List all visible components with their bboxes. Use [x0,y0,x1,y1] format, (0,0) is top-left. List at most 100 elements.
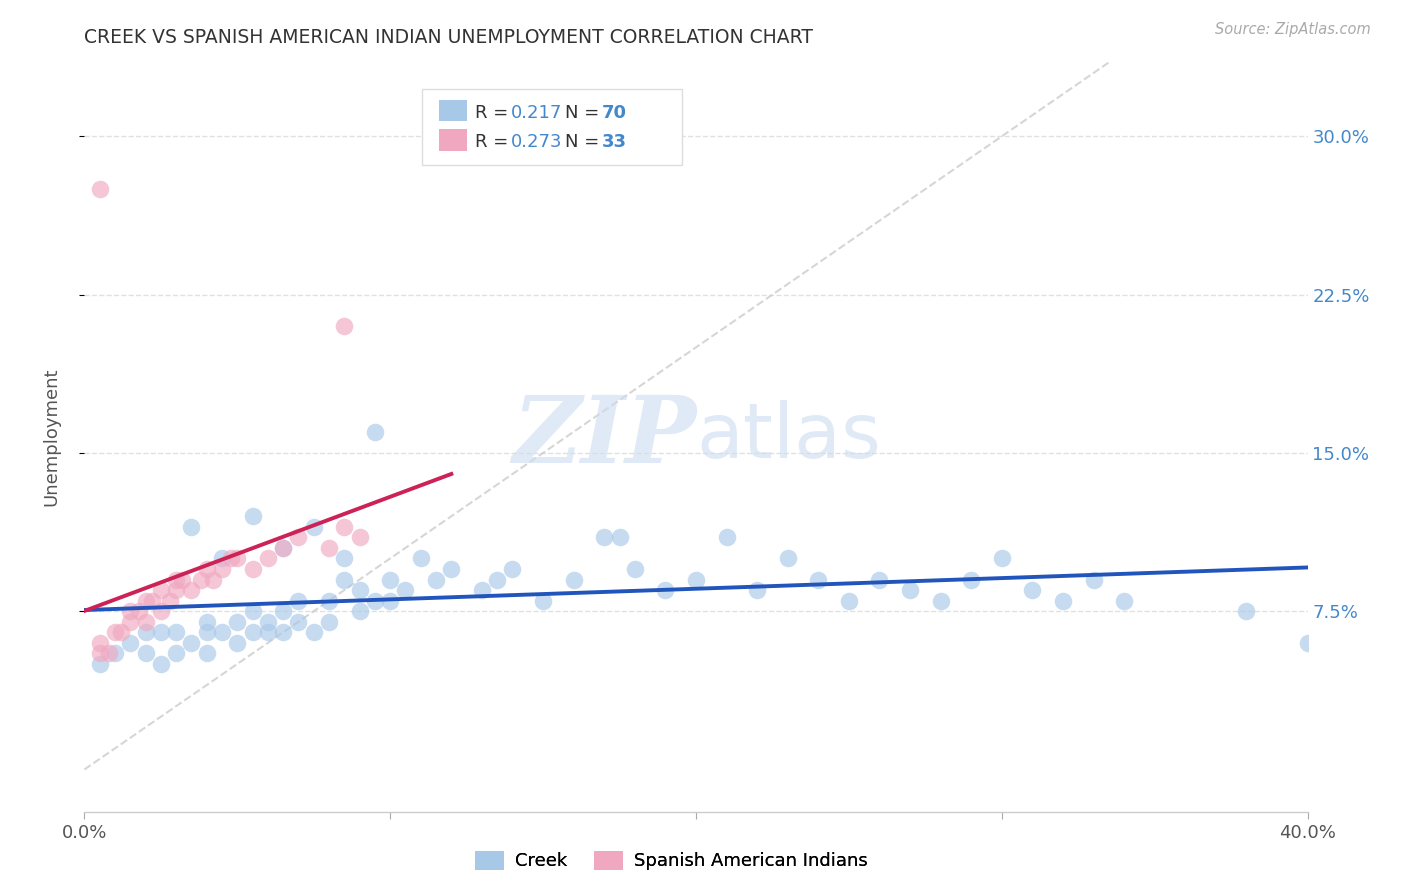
Text: Source: ZipAtlas.com: Source: ZipAtlas.com [1215,22,1371,37]
Point [104,647,127,661]
Point [242,625,264,640]
Point [287,530,309,544]
Point [257,551,280,566]
Point [165,647,187,661]
Point [149,625,172,640]
Point [349,530,371,544]
Point [195,647,218,661]
Point [471,583,494,598]
Point [380,573,402,587]
Point [211,551,233,566]
Point [380,593,402,607]
Point [1296,636,1319,650]
Point [302,520,325,534]
Point [135,593,157,607]
Text: N =: N = [565,104,605,122]
Point [226,615,249,629]
Point [242,509,264,524]
Point [624,562,647,576]
Point [104,625,127,640]
Point [685,573,707,587]
Point [271,541,294,555]
Point [364,425,387,439]
Point [318,541,340,555]
Legend: Creek, Spanish American Indians: Creek, Spanish American Indians [468,844,875,878]
Point [120,636,142,650]
Point [165,573,187,587]
Point [318,615,340,629]
Point [318,593,340,607]
Point [120,604,142,618]
Y-axis label: Unemployment: Unemployment [42,368,60,507]
Point [593,530,616,544]
Text: CREEK VS SPANISH AMERICAN INDIAN UNEMPLOYMENT CORRELATION CHART: CREEK VS SPANISH AMERICAN INDIAN UNEMPLO… [84,28,813,47]
Point [97,647,120,661]
Point [89,636,111,650]
Text: R =: R = [475,104,515,122]
Point [776,551,799,566]
Point [89,647,111,661]
Point [440,562,463,576]
Point [838,593,860,607]
Point [89,182,111,196]
Point [165,583,187,598]
Point [135,625,157,640]
Point [257,625,280,640]
Point [110,625,132,640]
Point [287,615,309,629]
Text: ZIP: ZIP [512,392,696,482]
Point [226,636,249,650]
Point [271,541,294,555]
Point [1083,573,1105,587]
Text: 70: 70 [602,104,627,122]
Point [486,573,509,587]
Point [149,604,172,618]
Point [333,319,356,334]
Point [807,573,830,587]
Point [287,593,309,607]
Point [211,562,233,576]
Point [425,573,447,587]
Point [302,625,325,640]
Text: N =: N = [565,133,605,151]
Point [271,625,294,640]
Point [149,657,172,671]
Point [991,551,1014,566]
Point [609,530,631,544]
Point [409,551,432,566]
Text: atlas: atlas [696,401,880,474]
Point [364,593,387,607]
Point [195,625,218,640]
Point [149,583,172,598]
Text: 33: 33 [602,133,627,151]
Point [195,562,218,576]
Point [257,615,280,629]
Point [333,551,356,566]
Point [1021,583,1043,598]
Point [349,583,371,598]
Point [333,573,356,587]
Point [141,593,163,607]
Point [531,593,554,607]
Text: 0.273: 0.273 [510,133,562,151]
Point [180,583,202,598]
Point [172,573,194,587]
Point [190,573,212,587]
Point [135,615,157,629]
Point [165,625,187,640]
Point [128,604,150,618]
Text: R =: R = [475,133,515,151]
Point [271,604,294,618]
Point [929,593,952,607]
Point [201,573,224,587]
Point [747,583,769,598]
Point [394,583,416,598]
Point [716,530,738,544]
Point [349,604,371,618]
Point [242,562,264,576]
Point [654,583,676,598]
Text: 0.217: 0.217 [510,104,562,122]
Point [219,551,242,566]
Point [1236,604,1258,618]
Point [159,593,181,607]
